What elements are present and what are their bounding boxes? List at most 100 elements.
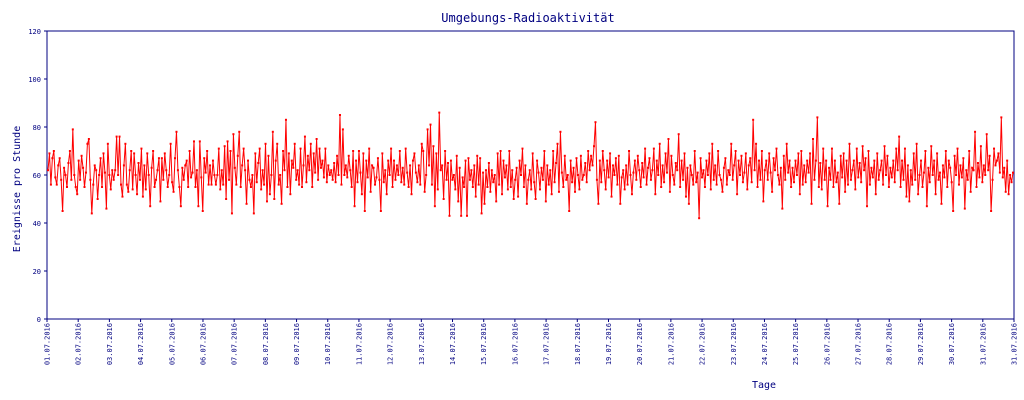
data-point	[479, 157, 482, 160]
data-point	[546, 164, 549, 167]
data-point	[344, 164, 347, 167]
data-point	[709, 188, 712, 191]
data-point	[514, 178, 517, 181]
data-point	[133, 152, 136, 155]
data-point	[222, 183, 225, 186]
data-point	[993, 147, 996, 150]
data-point	[873, 159, 876, 162]
data-point	[207, 183, 210, 186]
data-point	[149, 205, 152, 208]
data-point	[896, 169, 899, 172]
data-point	[73, 174, 76, 176]
data-point	[80, 154, 83, 157]
data-point	[257, 162, 260, 164]
data-point	[614, 157, 617, 160]
data-point	[391, 186, 394, 188]
data-point	[178, 186, 181, 188]
data-point	[302, 164, 305, 167]
data-point	[232, 133, 235, 136]
data-point	[930, 145, 933, 148]
data-point	[47, 169, 49, 172]
data-point	[750, 181, 753, 184]
data-point	[108, 174, 111, 176]
data-point	[990, 210, 993, 212]
data-point	[238, 130, 241, 133]
data-point	[68, 150, 71, 152]
data-point	[261, 169, 264, 172]
data-point	[118, 135, 121, 138]
x-tick-label: 30.07.2016	[948, 323, 956, 365]
data-point	[137, 162, 140, 164]
data-point	[590, 154, 593, 157]
data-point	[626, 183, 629, 186]
data-point	[425, 174, 428, 176]
data-point	[505, 164, 508, 167]
data-point	[654, 193, 657, 196]
data-point	[101, 186, 104, 188]
data-point	[273, 198, 276, 200]
data-point	[521, 147, 524, 150]
data-point	[625, 164, 628, 167]
x-tick-label: 14.07.2016	[449, 323, 457, 365]
data-point	[390, 147, 393, 150]
data-point	[77, 159, 80, 162]
data-point	[879, 169, 882, 172]
data-point	[736, 193, 739, 196]
data-point	[188, 150, 191, 152]
data-point	[801, 183, 804, 186]
data-point	[451, 178, 454, 181]
data-point	[593, 145, 596, 148]
data-point	[848, 142, 851, 145]
data-point	[229, 150, 232, 152]
data-point	[496, 152, 499, 155]
data-point	[384, 169, 387, 172]
data-point	[70, 178, 73, 181]
data-point	[83, 186, 86, 188]
data-point	[543, 150, 546, 152]
data-point	[882, 183, 885, 186]
data-point	[972, 169, 975, 172]
data-point	[117, 174, 120, 176]
data-point	[321, 159, 324, 162]
data-point	[588, 169, 591, 172]
data-point	[537, 171, 540, 174]
data-point	[623, 188, 626, 191]
data-point	[763, 169, 766, 172]
data-point	[890, 176, 893, 179]
data-point	[733, 164, 736, 167]
data-point	[692, 183, 695, 186]
data-point	[778, 183, 781, 186]
data-point	[906, 164, 909, 167]
data-point	[931, 174, 934, 176]
data-point	[816, 116, 819, 119]
data-point	[441, 164, 444, 167]
data-point	[223, 145, 226, 148]
data-point	[1012, 171, 1014, 174]
data-point	[248, 178, 251, 181]
data-point	[112, 178, 115, 181]
data-point	[755, 142, 758, 145]
data-point	[655, 159, 658, 162]
data-point	[400, 181, 403, 184]
data-point	[832, 186, 835, 188]
data-point	[293, 142, 296, 145]
data-point	[277, 183, 280, 186]
x-tick-label: 08.07.2016	[262, 323, 270, 365]
data-point	[649, 178, 652, 181]
data-point	[690, 174, 693, 176]
data-point	[718, 174, 721, 176]
data-point	[779, 166, 782, 169]
data-point	[185, 159, 188, 162]
data-point	[563, 154, 566, 157]
data-point	[553, 181, 556, 184]
data-point	[150, 166, 153, 169]
data-point	[216, 174, 219, 176]
data-point	[619, 202, 622, 205]
data-point	[407, 186, 410, 188]
data-point	[182, 178, 185, 181]
data-point	[795, 174, 798, 176]
data-point	[684, 195, 687, 198]
data-point	[84, 171, 87, 174]
x-tick-label: 01.07.2016	[44, 323, 52, 365]
data-point	[362, 152, 365, 155]
